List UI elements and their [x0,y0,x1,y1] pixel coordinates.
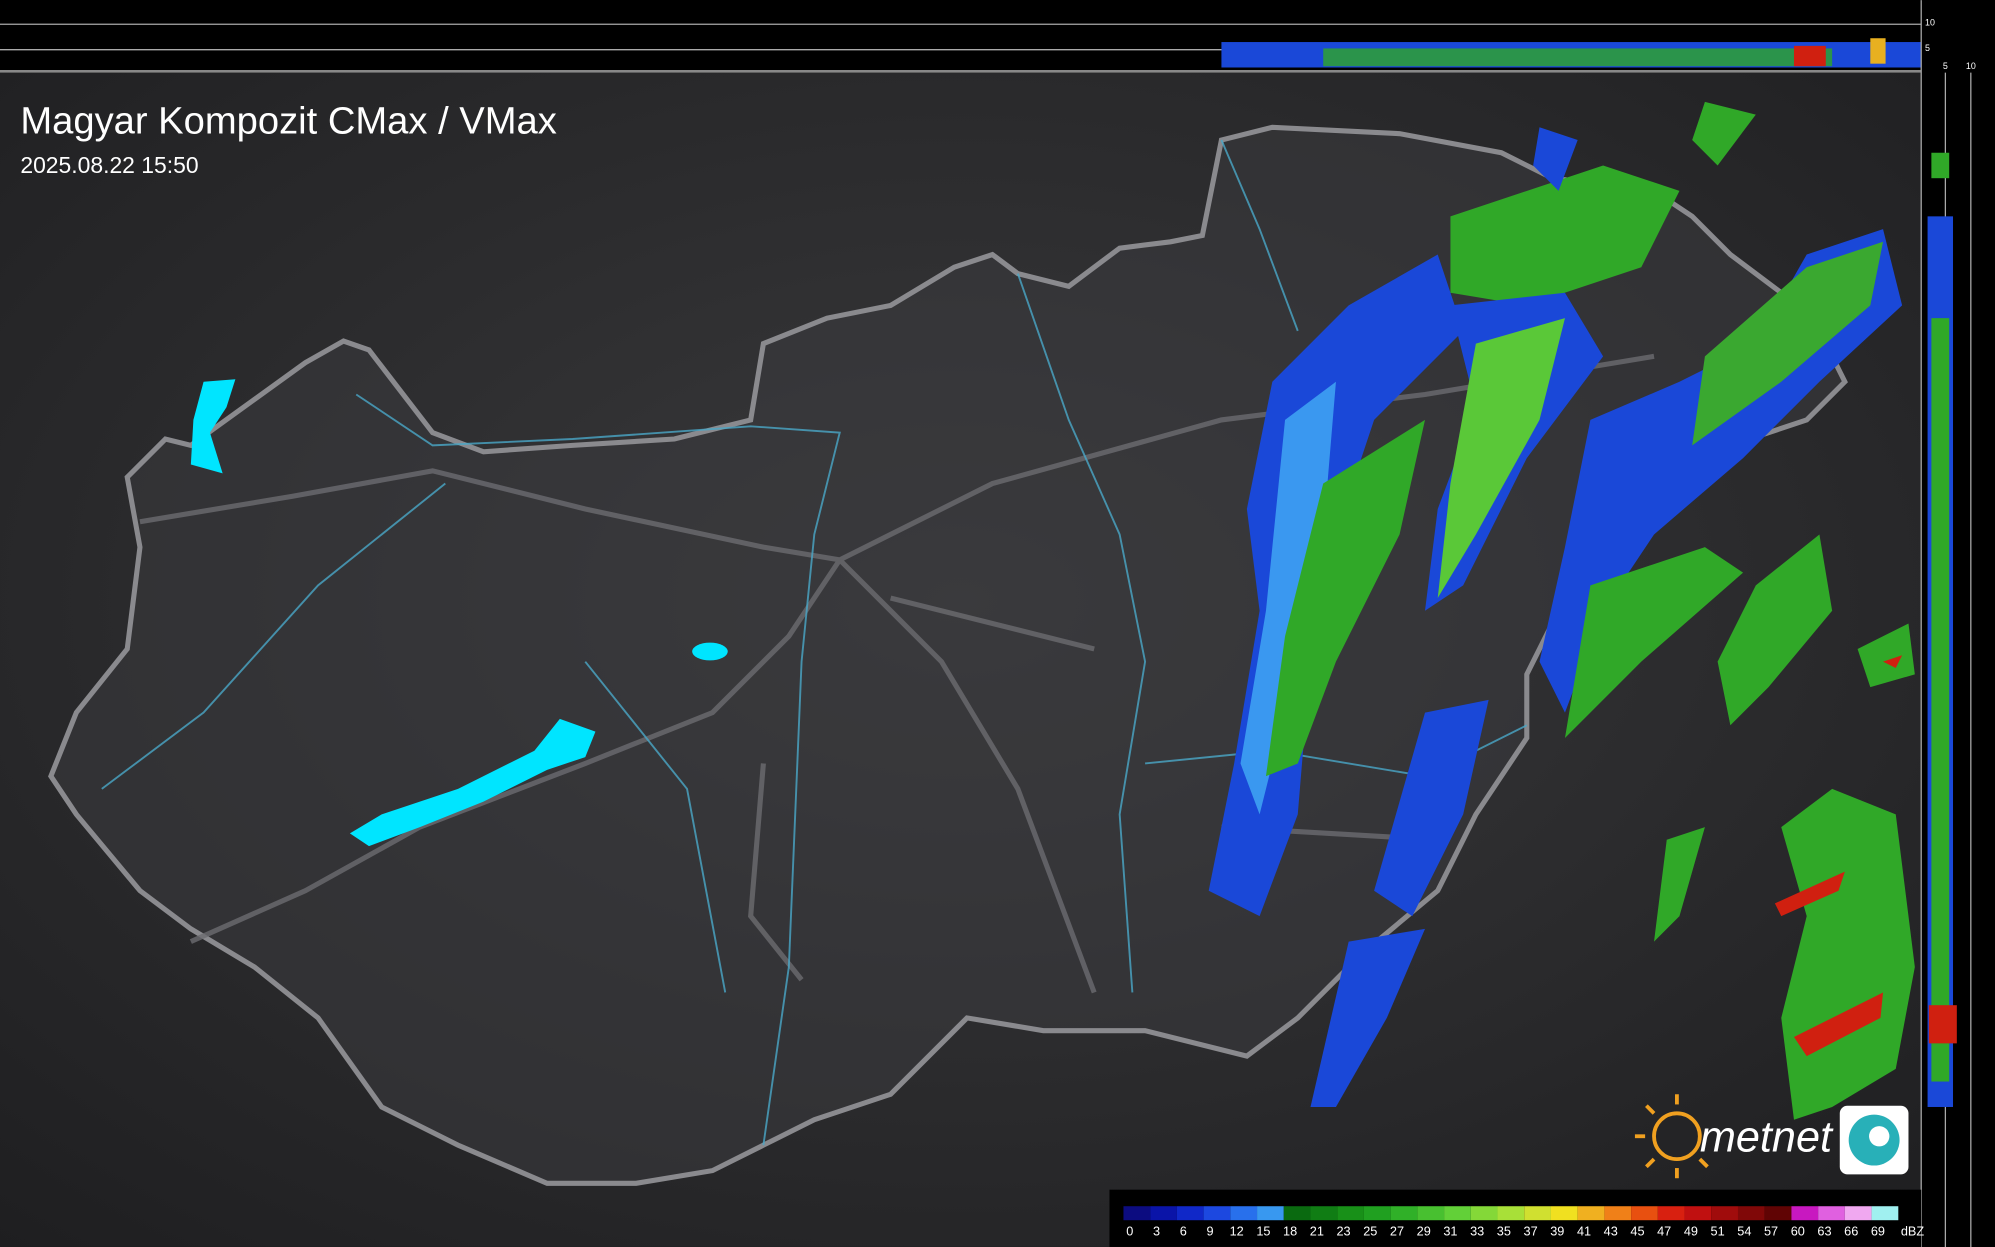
legend-label: 63 [1817,1223,1831,1238]
profile-echo [1931,152,1950,179]
logo-icon-swirl [1869,1126,1890,1147]
legend-swatch [1711,1206,1738,1221]
legend-swatch [1257,1206,1284,1221]
lake [190,379,236,474]
legend-swatch [1123,1206,1151,1221]
profile-echo [1793,45,1826,67]
profile-tick-label: 5 [1943,61,1948,71]
profile-tick-label: 10 [1925,18,1935,28]
legend-swatch [1764,1206,1792,1221]
legend-label: 21 [1310,1223,1324,1238]
lake [349,718,596,847]
map-title: Magyar Kompozit CMax / VMax [20,100,556,143]
legend-label: 3 [1153,1223,1160,1238]
legend-label: 35 [1497,1223,1511,1238]
legend-swatch [1470,1206,1498,1221]
legend-label: 6 [1180,1223,1187,1238]
legend-swatch [1631,1206,1658,1221]
legend-swatch [1657,1206,1685,1221]
legend-swatch [1524,1206,1551,1221]
logo-sun [1652,1111,1702,1162]
legend-swatch [1550,1206,1578,1221]
radar-echoes [1208,101,1915,1120]
profile-echo [1870,38,1886,64]
legend-swatch [1684,1206,1712,1221]
legend-swatch [1150,1206,1177,1221]
legend-label: 12 [1230,1223,1244,1238]
profile-echo [1928,1005,1957,1044]
legend: 0 3 6 9 12 15 18 21 23 25 27 29 31 33 35 37 39 41 43 45 47 49… [1123,1206,1924,1238]
legend-swatch [1577,1206,1605,1221]
legend-swatch [1283,1206,1311,1221]
profile-echo [1931,318,1950,1082]
legend-label: 18 [1283,1223,1297,1238]
timestamp: 2025.08.22 15:50 [20,152,198,178]
legend-swatch [1203,1206,1231,1221]
legend-swatch [1818,1206,1845,1221]
legend-label: 9 [1206,1223,1213,1238]
profile-tick-label: 5 [1925,43,1930,53]
legend-label: 51 [1711,1223,1725,1238]
legend-label: 49 [1684,1223,1698,1238]
logo-text: metnet [1700,1114,1834,1162]
legend-swatch [1497,1206,1525,1221]
legend-swatch [1390,1206,1418,1221]
legend-swatch [1844,1206,1872,1221]
legend-label: 29 [1417,1223,1431,1238]
legend-swatch [1417,1206,1445,1221]
legend-swatch [1737,1206,1765,1221]
logo-rays [1634,1094,1709,1179]
legend-label: 0 [1126,1223,1133,1238]
legend-swatch [1230,1206,1258,1221]
legend-swatch [1363,1206,1391,1221]
legend-swatch [1337,1206,1364,1221]
legend-label: 43 [1604,1223,1618,1238]
legend-swatch [1176,1206,1204,1221]
legend-label: 66 [1844,1223,1858,1238]
legend-swatch [1444,1206,1471,1221]
top-ticks: 10 5 [1925,18,1935,53]
legend-swatch [1310,1206,1338,1221]
legend-label: 15 [1256,1223,1270,1238]
legend-label: 45 [1630,1223,1644,1238]
legend-swatch [1791,1206,1819,1221]
legend-swatch [1604,1206,1632,1221]
legend-label: 37 [1524,1223,1538,1238]
logo: metnet [1634,1094,1909,1179]
legend-swatch [1871,1206,1899,1221]
legend-label: 60 [1791,1223,1805,1238]
legend-unit: dBZ [1901,1223,1925,1238]
side-ticks: 5 10 [1943,61,1976,71]
legend-label: 69 [1871,1223,1885,1238]
legend-label: 27 [1390,1223,1404,1238]
legend-label: 23 [1336,1223,1350,1238]
profile-tick-label: 10 [1966,61,1976,71]
legend-label: 54 [1737,1223,1751,1238]
legend-label: 57 [1764,1223,1778,1238]
legend-label: 31 [1443,1223,1457,1238]
legend-label: 41 [1577,1223,1591,1238]
legend-label: 47 [1657,1223,1671,1238]
profile-echo [1323,48,1833,67]
legend-label: 33 [1470,1223,1484,1238]
lake [692,642,728,661]
legend-label: 39 [1550,1223,1564,1238]
legend-label: 25 [1363,1223,1377,1238]
